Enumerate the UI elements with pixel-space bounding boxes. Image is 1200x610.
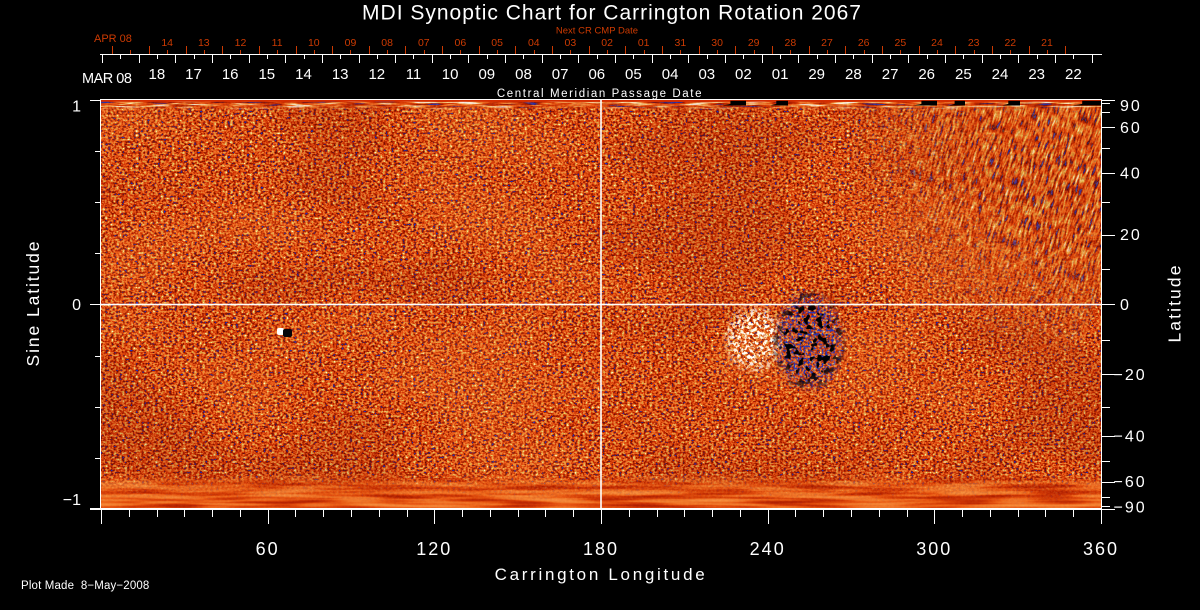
svg-text:MDI Synoptic Chart for Carring: MDI Synoptic Chart for Carrington Rotati… <box>362 2 862 25</box>
svg-text:31: 31 <box>675 37 687 49</box>
svg-text:27: 27 <box>821 37 833 49</box>
svg-text:Plot Made 8−May−2008: Plot Made 8−May−2008 <box>21 580 149 592</box>
svg-text:180: 180 <box>583 539 619 559</box>
svg-text:13: 13 <box>198 37 210 49</box>
svg-text:08: 08 <box>381 37 393 49</box>
svg-text:06: 06 <box>588 66 605 83</box>
svg-text:APR 08: APR 08 <box>94 33 132 45</box>
svg-text:300: 300 <box>916 539 952 559</box>
svg-text:360: 360 <box>1083 539 1119 559</box>
svg-text:0: 0 <box>1120 297 1131 314</box>
svg-text:24: 24 <box>931 37 943 49</box>
svg-text:12: 12 <box>368 66 385 83</box>
svg-text:Central Meridian Passage Date: Central Meridian Passage Date <box>497 88 703 100</box>
svg-text:23: 23 <box>968 37 980 49</box>
svg-text:09: 09 <box>345 37 357 49</box>
svg-text:60: 60 <box>1120 120 1142 137</box>
svg-text:27: 27 <box>882 66 899 83</box>
svg-text:60: 60 <box>256 539 280 559</box>
svg-text:06: 06 <box>455 37 467 49</box>
svg-text:24: 24 <box>992 66 1009 83</box>
svg-text:22: 22 <box>1065 66 1082 83</box>
svg-text:30: 30 <box>711 37 723 49</box>
svg-text:12: 12 <box>235 37 247 49</box>
svg-text:Next CR CMP Date: Next CR CMP Date <box>556 26 638 37</box>
svg-text:18: 18 <box>149 66 166 83</box>
svg-text:29: 29 <box>748 37 760 49</box>
svg-text:01: 01 <box>772 66 789 83</box>
svg-text:14: 14 <box>295 66 312 83</box>
svg-text:07: 07 <box>418 37 430 49</box>
svg-text:Carrington Longitude: Carrington Longitude <box>495 565 708 584</box>
svg-text:04: 04 <box>662 66 679 83</box>
svg-text:1: 1 <box>72 99 81 116</box>
svg-text:11: 11 <box>406 66 422 83</box>
svg-text:01: 01 <box>638 37 650 49</box>
svg-text:Sine Latitude: Sine Latitude <box>23 240 43 367</box>
svg-text:07: 07 <box>552 66 569 83</box>
svg-text:25: 25 <box>895 37 907 49</box>
svg-text:17: 17 <box>185 66 202 83</box>
svg-text:−90: −90 <box>1114 500 1147 517</box>
svg-text:09: 09 <box>478 66 495 83</box>
svg-text:03: 03 <box>698 66 715 83</box>
svg-text:10: 10 <box>442 66 459 83</box>
svg-text:−60: −60 <box>1114 474 1147 491</box>
svg-text:03: 03 <box>565 37 577 49</box>
svg-text:21: 21 <box>1041 37 1053 49</box>
svg-text:23: 23 <box>1028 66 1045 83</box>
svg-text:10: 10 <box>308 37 320 49</box>
svg-text:15: 15 <box>258 66 275 83</box>
svg-text:120: 120 <box>416 539 452 559</box>
svg-text:05: 05 <box>625 66 642 83</box>
svg-text:−20: −20 <box>1114 367 1147 384</box>
svg-text:−1: −1 <box>63 492 81 509</box>
svg-text:29: 29 <box>808 66 825 83</box>
svg-text:25: 25 <box>955 66 972 83</box>
svg-text:08: 08 <box>515 66 532 83</box>
svg-text:28: 28 <box>845 66 862 83</box>
svg-text:40: 40 <box>1120 166 1142 183</box>
svg-text:0: 0 <box>72 297 81 314</box>
svg-text:05: 05 <box>491 37 503 49</box>
svg-text:16: 16 <box>222 66 239 83</box>
svg-text:20: 20 <box>1120 227 1142 244</box>
svg-text:90: 90 <box>1120 98 1142 115</box>
svg-text:28: 28 <box>785 37 797 49</box>
svg-text:11: 11 <box>272 37 283 49</box>
svg-text:02: 02 <box>601 37 613 49</box>
svg-text:13: 13 <box>332 66 349 83</box>
svg-text:240: 240 <box>750 539 786 559</box>
svg-text:26: 26 <box>918 66 935 83</box>
svg-text:22: 22 <box>1004 37 1016 49</box>
svg-text:14: 14 <box>161 37 173 49</box>
svg-text:02: 02 <box>735 66 752 83</box>
svg-text:Latitude: Latitude <box>1165 263 1185 342</box>
svg-text:26: 26 <box>858 37 870 49</box>
svg-text:04: 04 <box>528 37 540 49</box>
svg-text:−40: −40 <box>1114 429 1147 446</box>
svg-text:MAR 08: MAR 08 <box>82 71 132 87</box>
